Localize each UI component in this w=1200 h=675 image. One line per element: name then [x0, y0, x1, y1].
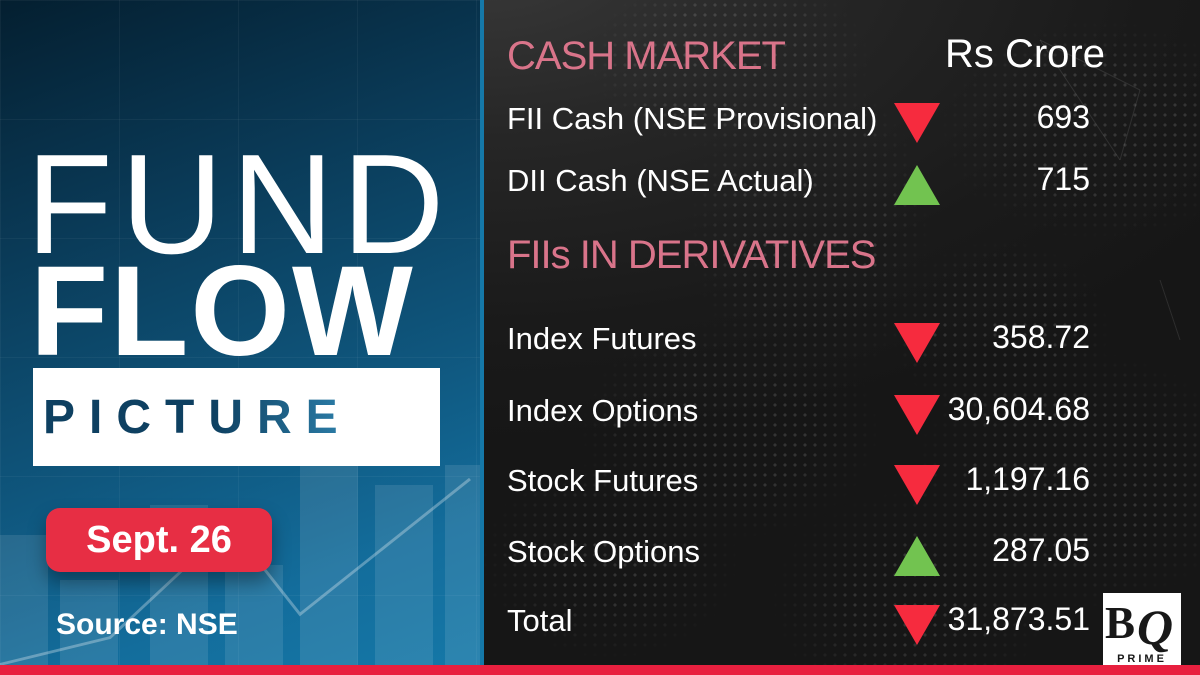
svg-text:B: B — [1105, 598, 1135, 648]
svg-text:Q: Q — [1137, 599, 1173, 655]
svg-text:PRIME: PRIME — [1117, 653, 1167, 665]
